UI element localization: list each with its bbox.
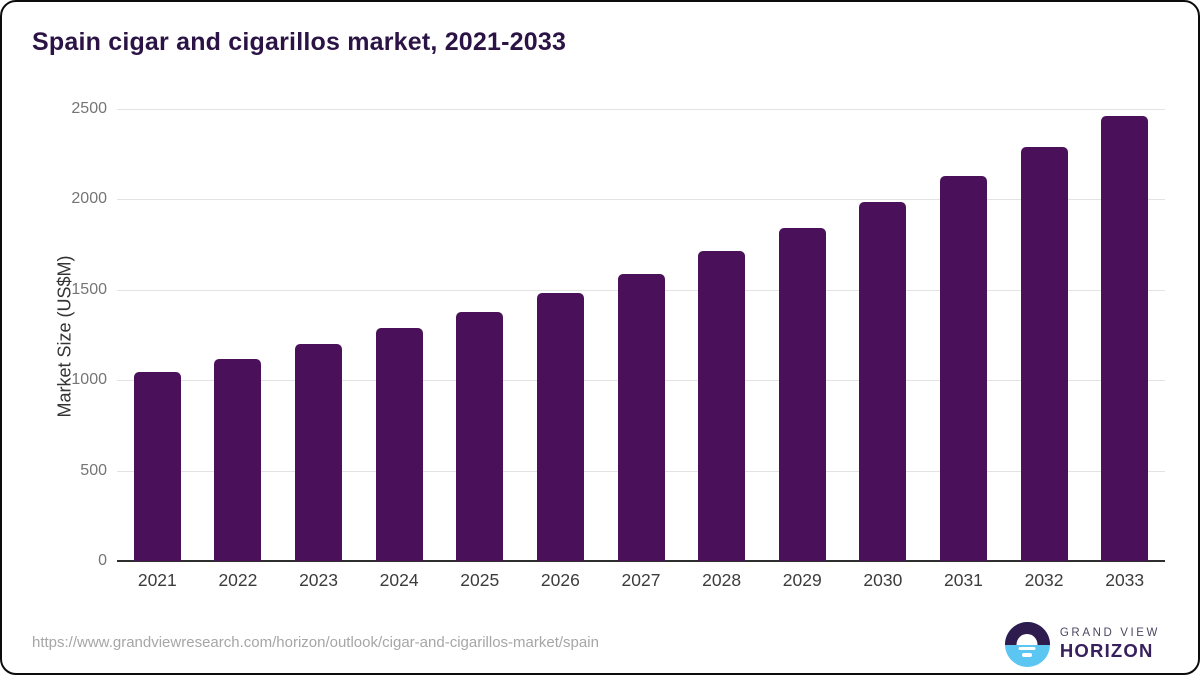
- y-tick-label: 2000: [71, 190, 107, 208]
- x-tick-label: 2022: [218, 570, 258, 590]
- bar-2024: [375, 328, 423, 561]
- x-tick-label: 2023: [299, 570, 338, 590]
- bar-2023: [295, 344, 343, 561]
- gridline: [117, 109, 1165, 110]
- bar-2029: [778, 228, 826, 561]
- bar-2025: [456, 311, 504, 561]
- x-axis-ticks: 2021 2022 2023 2024 2025 2026 2027 2028 2029 2030…: [117, 570, 1165, 594]
- x-tick-label: 2026: [540, 570, 580, 590]
- grand-view-horizon-logo: GRAND VIEW HORIZON: [1004, 622, 1160, 667]
- chart-title: Spain cigar and cigarillos market, 2021-…: [32, 28, 567, 56]
- y-tick-label: 1000: [71, 371, 107, 389]
- x-axis-line: [117, 560, 1165, 562]
- y-tick-label: 0: [98, 552, 107, 569]
- x-tick-label: 2032: [1024, 570, 1064, 590]
- bar-2021: [133, 372, 181, 561]
- y-tick-label: 500: [80, 461, 107, 479]
- x-tick-label: 2028: [702, 570, 742, 590]
- x-tick-label: 2031: [943, 570, 983, 590]
- x-tick-label: 2025: [460, 570, 500, 590]
- bar-2028: [698, 250, 746, 561]
- x-tick-label: 2024: [379, 570, 419, 590]
- logo-text: GRAND VIEW HORIZON: [1060, 627, 1160, 661]
- x-tick-label: 2029: [782, 570, 822, 590]
- bar-2022: [214, 358, 262, 561]
- logo-brand-top: GRAND VIEW: [1059, 627, 1160, 640]
- horizon-icon-reflection-line: [1022, 653, 1033, 657]
- horizon-icon-reflection-line: [1018, 646, 1036, 651]
- plot-area: [117, 109, 1165, 562]
- bar-2032: [1020, 146, 1068, 561]
- bar-2030: [859, 202, 907, 561]
- horizon-icon-sun: [1016, 633, 1038, 645]
- x-tick-label: 2030: [863, 570, 903, 590]
- bar-2026: [536, 292, 584, 561]
- y-axis-ticks: 0 500 1000 1500 2000 2500: [2, 100, 107, 569]
- bar-2027: [617, 273, 665, 561]
- bar-2033: [1101, 115, 1149, 561]
- x-tick-label: 2027: [621, 570, 661, 590]
- horizon-sunrise-icon: [1004, 622, 1050, 667]
- logo-brand-bottom: HORIZON: [1059, 640, 1154, 662]
- bar-2031: [939, 175, 987, 561]
- y-tick-label: 1500: [71, 280, 107, 298]
- horizon-icon-sky: [1004, 622, 1050, 645]
- source-url: https://www.grandviewresearch.com/horizo…: [32, 634, 599, 651]
- y-tick-label: 2500: [71, 100, 107, 117]
- x-tick-label: 2033: [1105, 570, 1145, 590]
- x-tick-label: 2021: [137, 570, 177, 590]
- gridline: [117, 199, 1165, 201]
